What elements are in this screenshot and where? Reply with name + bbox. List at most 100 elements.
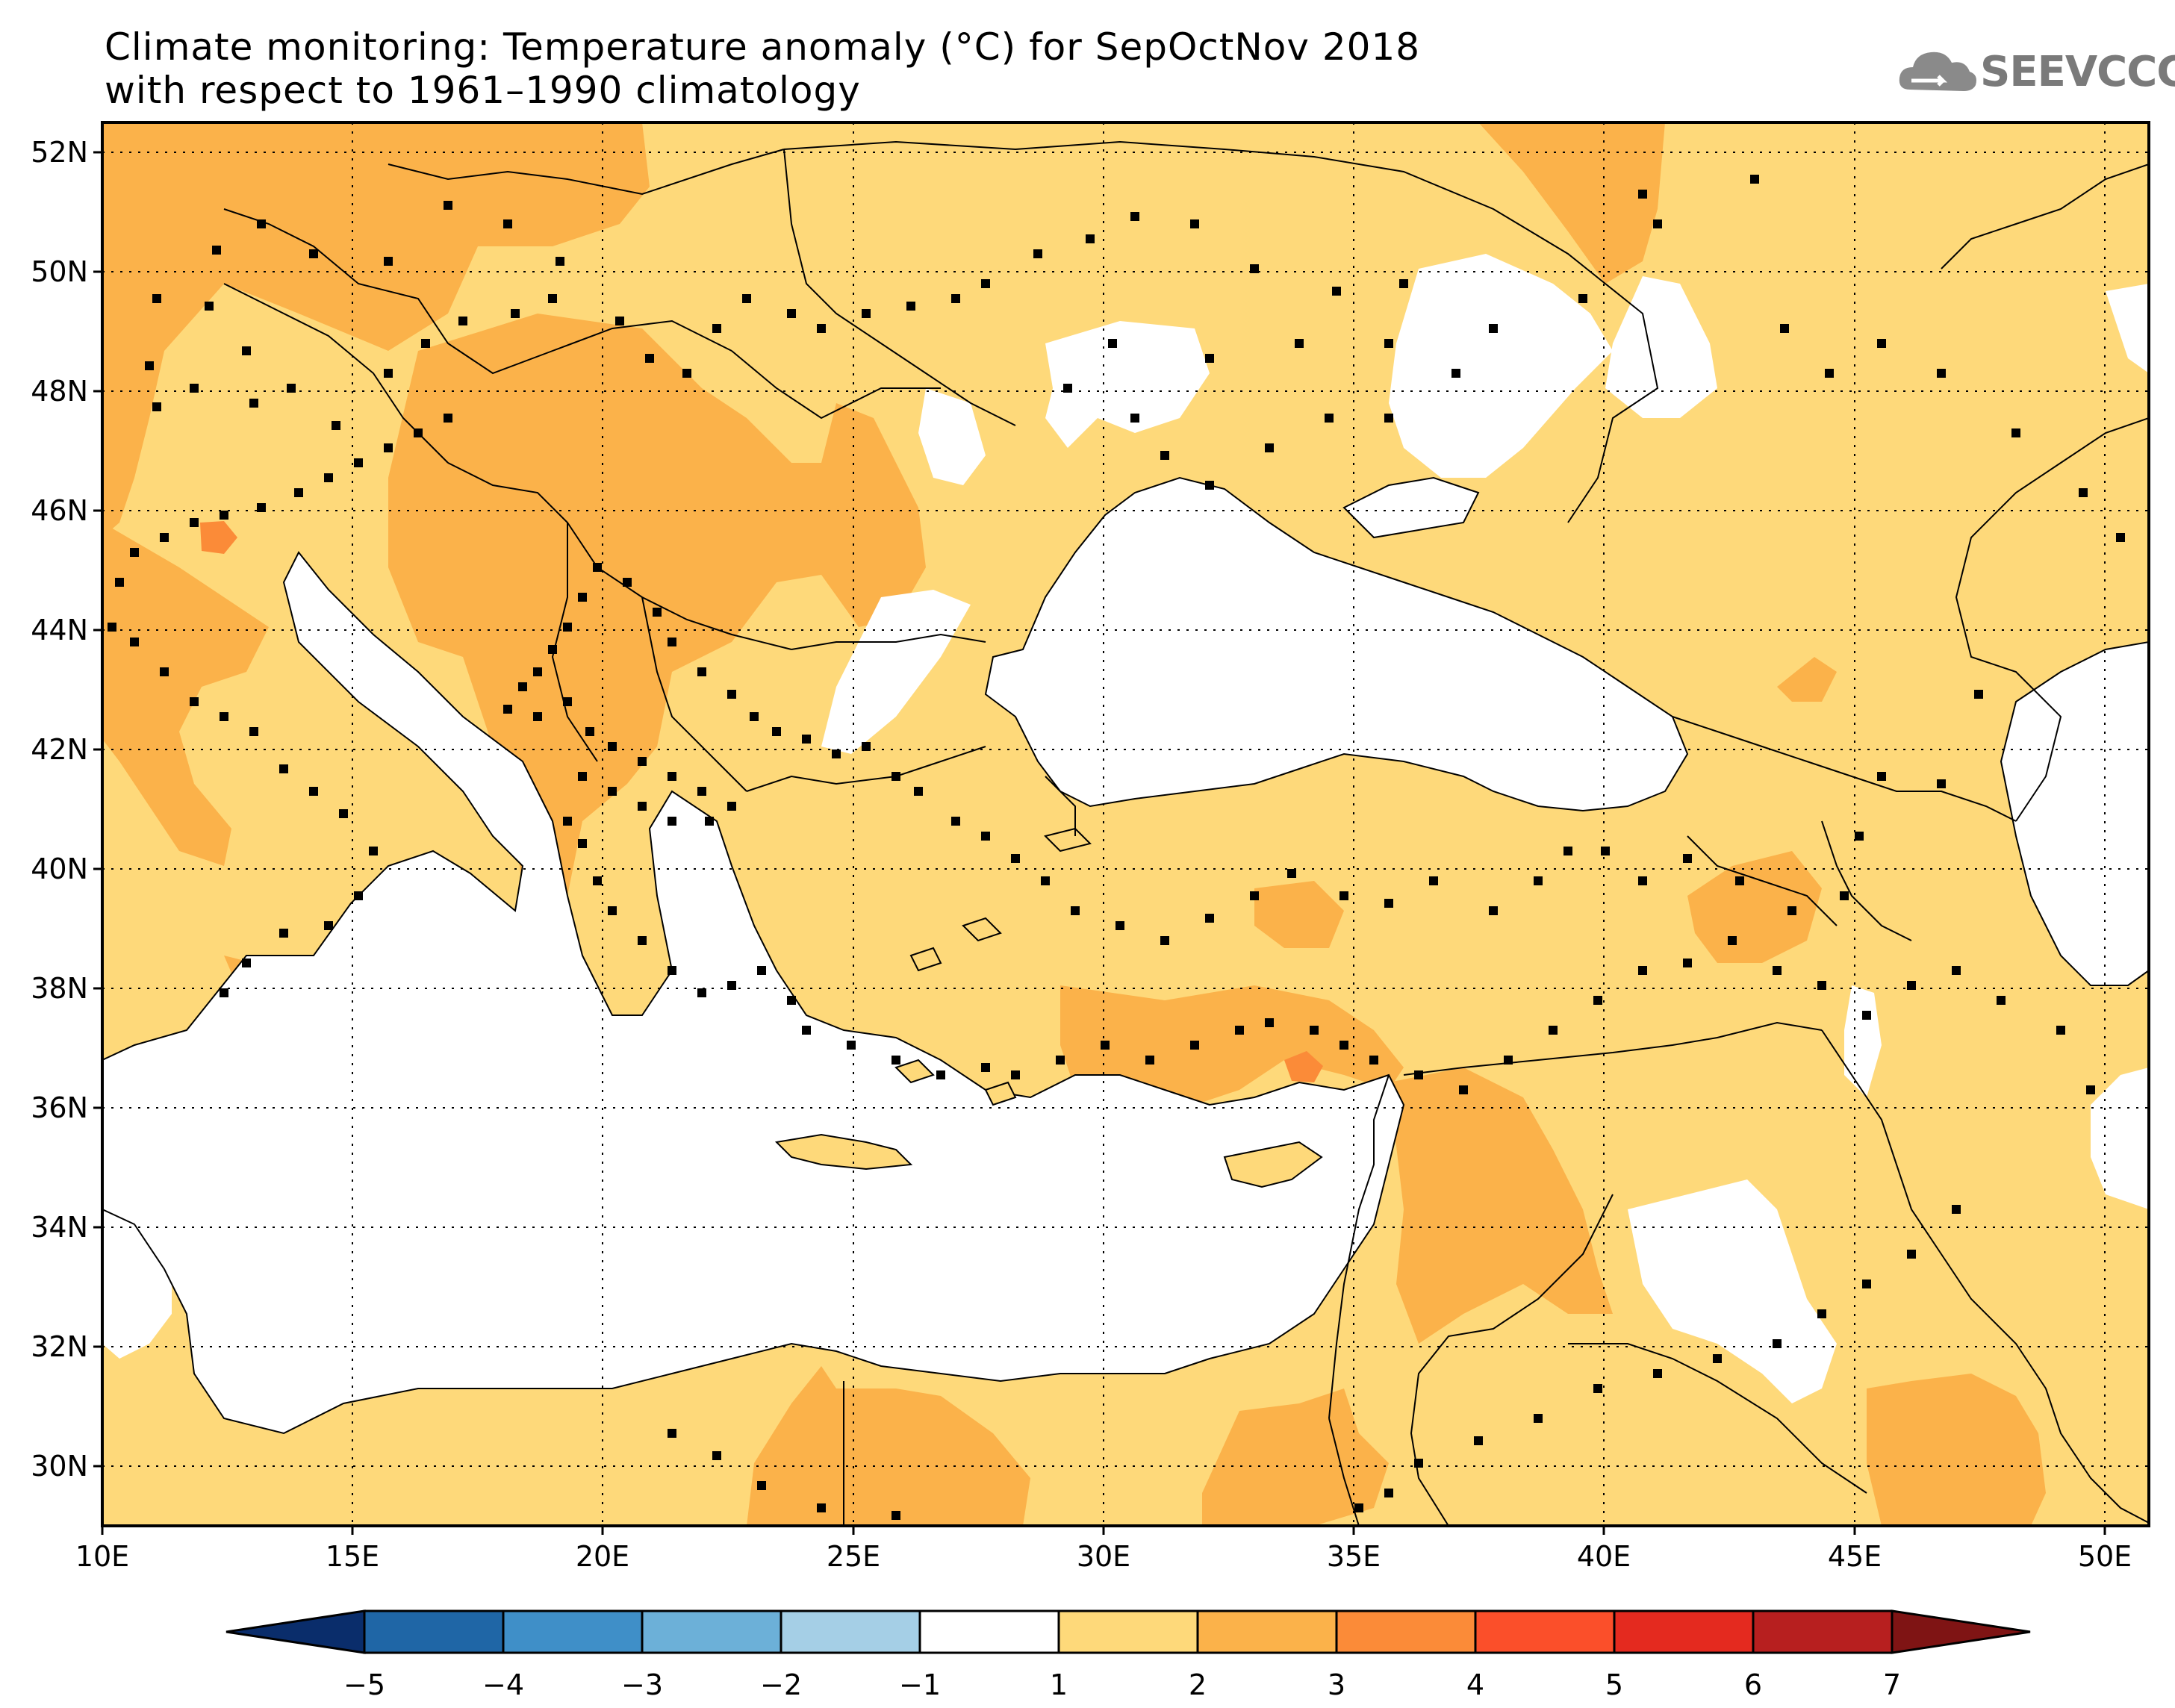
station-marker bbox=[981, 1063, 990, 1072]
lat-label-42n: 42N bbox=[31, 733, 88, 766]
station-marker bbox=[1235, 1026, 1244, 1035]
colorbar-segment bbox=[1474, 1609, 1616, 1654]
station-marker bbox=[638, 757, 647, 766]
station-marker bbox=[563, 697, 572, 706]
station-marker bbox=[668, 1429, 676, 1438]
station-marker bbox=[1735, 876, 1744, 885]
station-marker bbox=[1773, 1339, 1782, 1348]
station-marker bbox=[384, 443, 393, 452]
station-marker bbox=[653, 608, 662, 617]
colorbar-label: −1 bbox=[899, 1668, 941, 1701]
station-marker bbox=[190, 518, 199, 527]
station-marker bbox=[1534, 1414, 1543, 1423]
station-marker bbox=[1250, 264, 1259, 273]
plot-frame bbox=[101, 121, 2150, 1527]
map-fill-area bbox=[102, 122, 2149, 1526]
station-marker bbox=[1489, 324, 1498, 333]
station-marker bbox=[548, 645, 557, 654]
station-marker bbox=[757, 1481, 766, 1490]
station-marker bbox=[1683, 959, 1692, 967]
station-marker bbox=[1653, 219, 1662, 228]
station-marker bbox=[1160, 936, 1169, 945]
colorbar-segment bbox=[1196, 1609, 1338, 1654]
lat-label-52n: 52N bbox=[31, 136, 88, 169]
station-marker bbox=[556, 257, 564, 266]
station-marker bbox=[981, 832, 990, 841]
station-marker bbox=[324, 473, 333, 482]
title-line-2: with respect to 1961–1990 climatology bbox=[105, 69, 861, 112]
station-marker bbox=[518, 682, 527, 691]
station-marker bbox=[1190, 1041, 1199, 1050]
station-marker bbox=[2079, 488, 2088, 497]
lat-label-44n: 44N bbox=[31, 614, 88, 646]
station-marker bbox=[1115, 921, 1124, 930]
station-marker bbox=[787, 309, 796, 318]
station-marker bbox=[1310, 1026, 1319, 1035]
station-marker bbox=[1145, 1056, 1154, 1065]
station-marker bbox=[152, 402, 161, 411]
colorbar-segment bbox=[363, 1609, 505, 1654]
station-marker bbox=[1728, 936, 1737, 945]
station-marker bbox=[981, 279, 990, 288]
station-marker bbox=[1817, 1309, 1826, 1318]
station-marker bbox=[1033, 249, 1042, 258]
station-marker bbox=[697, 988, 706, 997]
station-marker bbox=[242, 346, 251, 355]
seevccc-logo: SEEVCCC bbox=[1896, 43, 2175, 103]
station-marker bbox=[160, 667, 169, 676]
station-marker bbox=[1593, 996, 1602, 1005]
colorbar-label: 2 bbox=[1189, 1668, 1207, 1701]
station-marker bbox=[145, 361, 154, 370]
anomaly-below-1-regions bbox=[102, 254, 2149, 1403]
station-marker bbox=[608, 906, 617, 915]
station-marker bbox=[1011, 854, 1020, 863]
station-marker bbox=[1780, 324, 1789, 333]
station-marker bbox=[742, 294, 751, 303]
station-marker bbox=[951, 817, 960, 826]
station-marker bbox=[1713, 1354, 1722, 1363]
anomaly-2-3-regions bbox=[102, 122, 2149, 1526]
station-marker bbox=[257, 219, 266, 228]
station-marker bbox=[1332, 287, 1341, 296]
station-marker bbox=[892, 1056, 900, 1065]
station-marker bbox=[1295, 339, 1304, 348]
colorbar-label: −4 bbox=[482, 1668, 524, 1701]
station-marker bbox=[1384, 414, 1393, 423]
lon-label-30e: 30E bbox=[1077, 1540, 1130, 1573]
station-marker bbox=[1817, 981, 1826, 990]
station-marker bbox=[892, 1511, 900, 1520]
station-marker bbox=[1160, 451, 1169, 460]
station-marker bbox=[578, 839, 587, 848]
station-marker bbox=[1384, 899, 1393, 908]
station-marker bbox=[1354, 1503, 1363, 1512]
station-marker bbox=[1339, 891, 1348, 900]
station-marker bbox=[220, 988, 228, 997]
station-marker bbox=[1205, 354, 1214, 363]
station-marker bbox=[563, 623, 572, 632]
station-marker bbox=[2116, 533, 2125, 542]
title-line-1: Climate monitoring: Temperature anomaly … bbox=[105, 25, 1421, 69]
station-marker bbox=[1534, 876, 1543, 885]
station-marker bbox=[2056, 1026, 2065, 1035]
station-marker bbox=[220, 511, 228, 520]
station-marker bbox=[563, 817, 572, 826]
station-marker bbox=[1011, 1070, 1020, 1079]
lat-label-50n: 50N bbox=[31, 255, 88, 288]
station-marker bbox=[279, 929, 288, 938]
station-marker bbox=[294, 488, 303, 497]
cloud-icon bbox=[1899, 52, 1976, 91]
colorbar-label: 1 bbox=[1050, 1668, 1068, 1701]
colorbar-segment bbox=[918, 1609, 1060, 1654]
station-marker bbox=[1601, 847, 1610, 855]
station-marker bbox=[1638, 876, 1647, 885]
station-marker bbox=[727, 802, 736, 811]
station-marker bbox=[862, 742, 871, 751]
station-marker bbox=[1593, 1384, 1602, 1393]
station-marker bbox=[2086, 1085, 2095, 1094]
lat-label-46n: 46N bbox=[31, 494, 88, 527]
station-marker bbox=[249, 727, 258, 736]
lat-label-32n: 32N bbox=[31, 1330, 88, 1363]
station-marker bbox=[772, 727, 781, 736]
lat-label-40n: 40N bbox=[31, 853, 88, 885]
station-marker bbox=[1504, 1056, 1513, 1065]
